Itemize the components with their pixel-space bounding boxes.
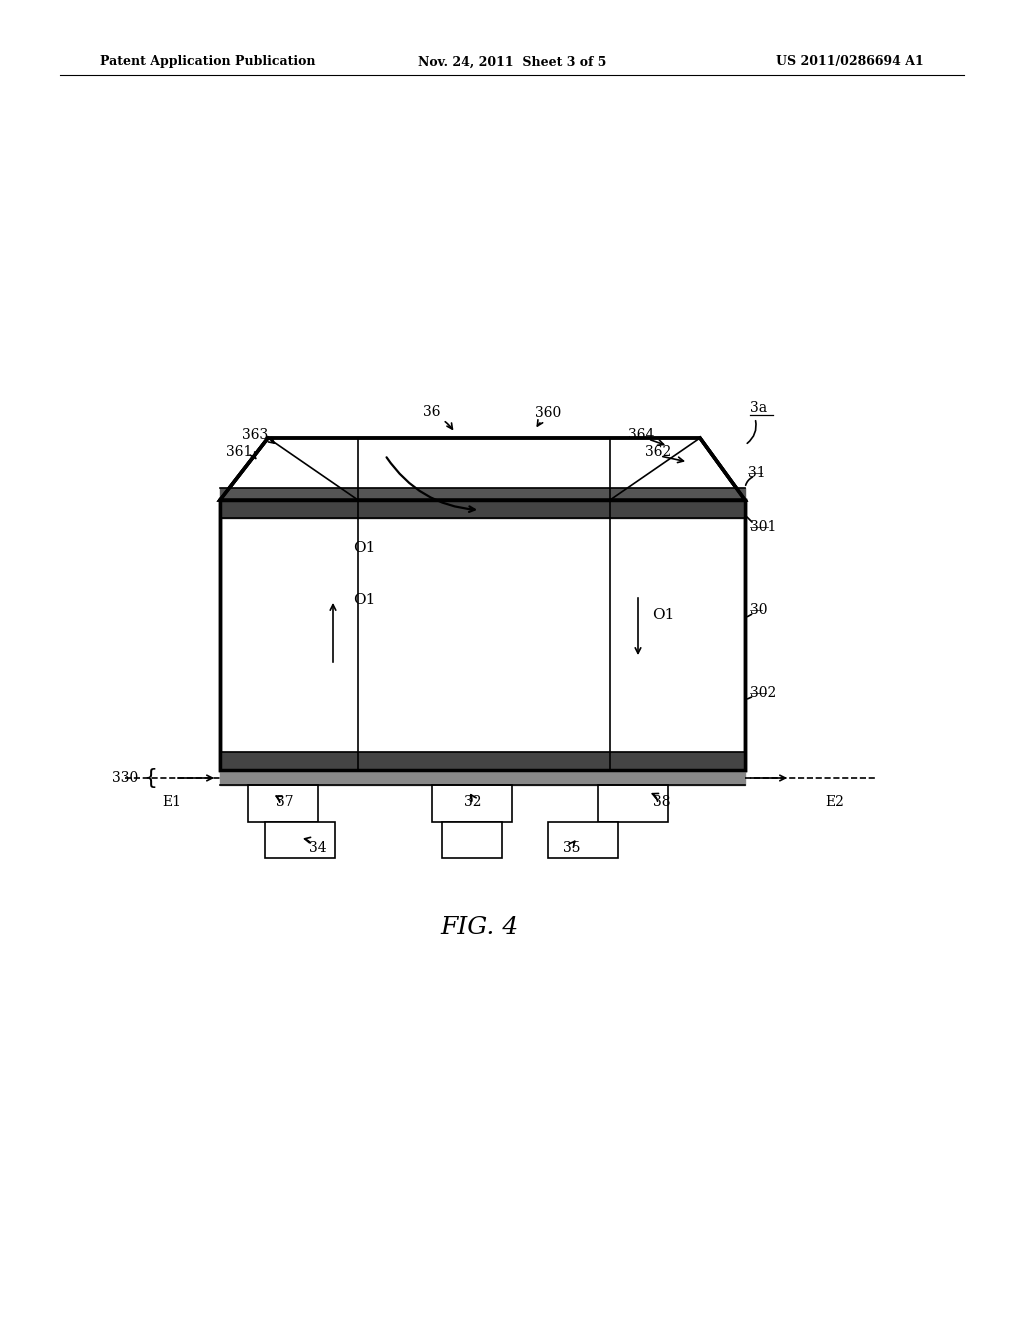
Text: 35: 35 — [563, 841, 581, 855]
Text: 32: 32 — [464, 795, 481, 809]
Text: 363: 363 — [242, 428, 268, 442]
Text: 361: 361 — [225, 445, 252, 459]
Polygon shape — [442, 822, 502, 858]
Text: O1: O1 — [652, 609, 675, 622]
Text: 302: 302 — [750, 686, 776, 700]
Polygon shape — [265, 822, 335, 858]
Text: E1: E1 — [163, 795, 181, 809]
Text: 362: 362 — [645, 445, 672, 459]
Text: 37: 37 — [276, 795, 294, 809]
Text: 360: 360 — [535, 407, 561, 420]
Text: {: { — [143, 768, 157, 788]
Text: 364: 364 — [628, 428, 654, 442]
Text: Patent Application Publication: Patent Application Publication — [100, 55, 315, 69]
Text: O1: O1 — [353, 593, 376, 607]
Text: 38: 38 — [653, 795, 671, 809]
Text: 3a: 3a — [750, 401, 767, 414]
Text: 31: 31 — [748, 466, 766, 480]
Text: 30: 30 — [750, 603, 768, 616]
Text: US 2011/0286694 A1: US 2011/0286694 A1 — [776, 55, 924, 69]
Polygon shape — [248, 785, 318, 822]
Polygon shape — [598, 785, 668, 822]
Text: 36: 36 — [423, 405, 440, 418]
Polygon shape — [432, 785, 512, 822]
Polygon shape — [220, 438, 745, 500]
Polygon shape — [548, 822, 618, 858]
Text: 301: 301 — [750, 520, 776, 535]
Text: E2: E2 — [825, 795, 845, 809]
Text: 330: 330 — [112, 771, 138, 785]
Text: Nov. 24, 2011  Sheet 3 of 5: Nov. 24, 2011 Sheet 3 of 5 — [418, 55, 606, 69]
Text: 34: 34 — [309, 841, 327, 855]
Text: FIG. 4: FIG. 4 — [441, 916, 519, 940]
Text: O1: O1 — [353, 541, 376, 554]
